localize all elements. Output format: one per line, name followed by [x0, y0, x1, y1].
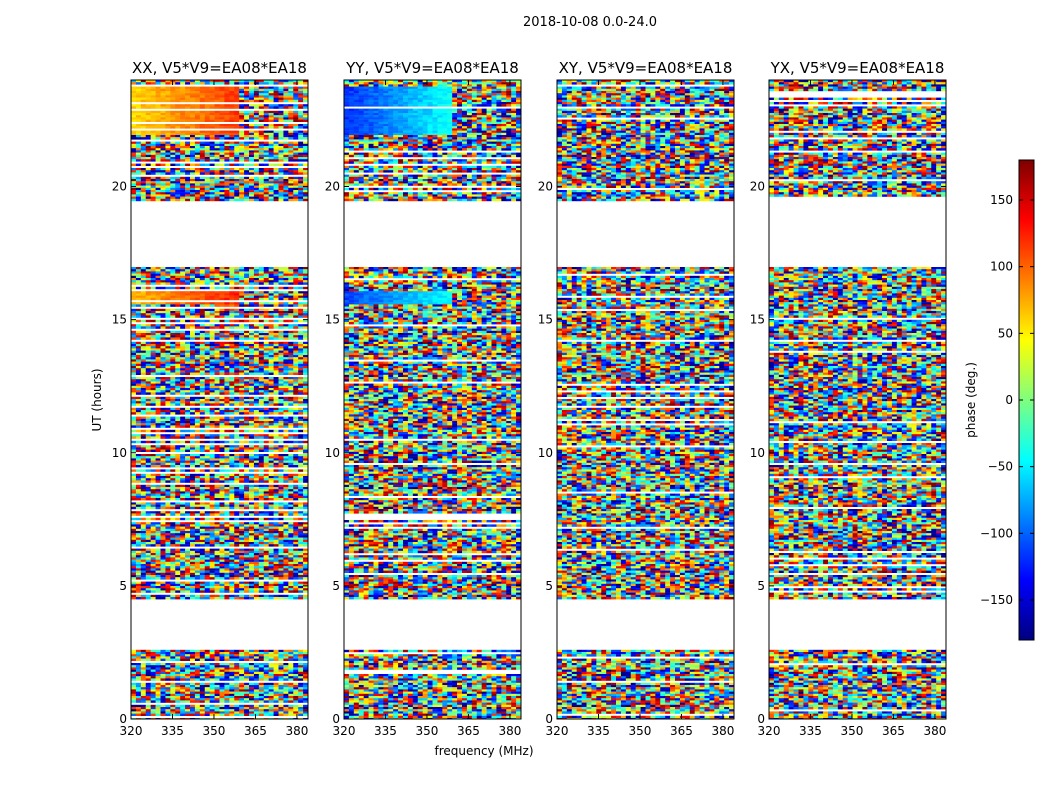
x-tick-label: 380 — [285, 724, 308, 738]
panel-title: XY, V5*V9=EA08*EA18 — [559, 59, 733, 77]
y-tick-label: 20 — [538, 180, 553, 194]
x-tick-label: 335 — [587, 724, 610, 738]
panel-0: XX, V5*V9=EA08*EA18 320 335 350 365 380 0 5 10 15… — [112, 59, 309, 738]
y-tick-label: 15 — [325, 313, 340, 327]
x-tick-label: 350 — [203, 724, 226, 738]
colorbar-tick-label: 150 — [990, 193, 1013, 207]
x-tick-label: 365 — [244, 724, 267, 738]
y-tick-label: 5 — [119, 579, 127, 593]
y-tick-label: 5 — [757, 579, 765, 593]
x-tick-label: 335 — [374, 724, 397, 738]
x-tick-label: 320 — [333, 724, 356, 738]
y-tick-label: 5 — [332, 579, 340, 593]
colorbar: −150 −100 −50 0 50 100 150 — [980, 159, 1035, 641]
x-tick-label: 335 — [161, 724, 184, 738]
colorbar-tick-label: 100 — [990, 260, 1013, 274]
x-tick-label: 320 — [546, 724, 569, 738]
y-tick-label: 0 — [119, 712, 127, 726]
y-tick-label: 15 — [750, 313, 765, 327]
heatmap-cells — [557, 80, 734, 719]
x-tick-label: 365 — [457, 724, 480, 738]
panel-title: YY, V5*V9=EA08*EA18 — [345, 59, 519, 77]
x-tick-label: 380 — [711, 724, 734, 738]
colorbar-tick-label: −150 — [980, 593, 1013, 607]
axes-frame — [343, 79, 522, 720]
y-axis-label: UT (hours) — [90, 368, 104, 431]
y-tick-label: 10 — [112, 446, 127, 460]
panels: XX, V5*V9=EA08*EA18 320 335 350 365 380 0 5 10 15… — [112, 59, 947, 738]
colorbar-tick-label: 50 — [998, 326, 1013, 340]
y-tick-label: 5 — [545, 579, 553, 593]
panel-3: YX, V5*V9=EA08*EA18 320 335 350 365 380 0 5 10 15… — [750, 59, 947, 738]
y-tick-label: 0 — [545, 712, 553, 726]
y-tick-label: 20 — [750, 180, 765, 194]
x-tick-label: 350 — [416, 724, 439, 738]
x-tick-label: 365 — [670, 724, 693, 738]
x-tick-label: 380 — [923, 724, 946, 738]
y-tick-label: 15 — [538, 313, 553, 327]
axes-frame — [556, 79, 735, 720]
colorbar-tick-label: 0 — [1005, 393, 1013, 407]
y-tick-label: 10 — [325, 446, 340, 460]
heatmap-cells — [131, 80, 308, 719]
y-tick-label: 20 — [325, 180, 340, 194]
panel-title: XX, V5*V9=EA08*EA18 — [132, 59, 307, 77]
x-tick-label: 320 — [758, 724, 781, 738]
y-tick-label: 0 — [757, 712, 765, 726]
y-tick-label: 0 — [332, 712, 340, 726]
panel-title: YX, V5*V9=EA08*EA18 — [770, 59, 945, 77]
axes-frame — [768, 79, 947, 720]
y-tick-label: 20 — [112, 180, 127, 194]
suptitle: 2018-10-08 0.0-24.0 — [523, 15, 657, 30]
heatmap-cells — [769, 80, 946, 719]
colorbar-tick-label: −100 — [980, 526, 1013, 540]
x-tick-label: 350 — [841, 724, 864, 738]
colorbar-label: phase (deg.) — [964, 362, 978, 438]
x-axis-label: frequency (MHz) — [434, 744, 533, 758]
x-tick-label: 365 — [882, 724, 905, 738]
panel-2: XY, V5*V9=EA08*EA18 320 335 350 365 380 0 5 10 15… — [538, 59, 735, 738]
y-tick-label: 10 — [750, 446, 765, 460]
panel-1: YY, V5*V9=EA08*EA18 320 335 350 365 380 0 5 10 15… — [325, 59, 522, 738]
colorbar-tick-label: −50 — [988, 460, 1013, 474]
x-tick-label: 335 — [799, 724, 822, 738]
x-tick-label: 380 — [498, 724, 521, 738]
x-tick-label: 350 — [629, 724, 652, 738]
x-tick-label: 320 — [120, 724, 143, 738]
axes-frame — [130, 79, 309, 720]
y-tick-label: 15 — [112, 313, 127, 327]
heatmap-cells — [344, 80, 521, 719]
y-tick-label: 10 — [538, 446, 553, 460]
